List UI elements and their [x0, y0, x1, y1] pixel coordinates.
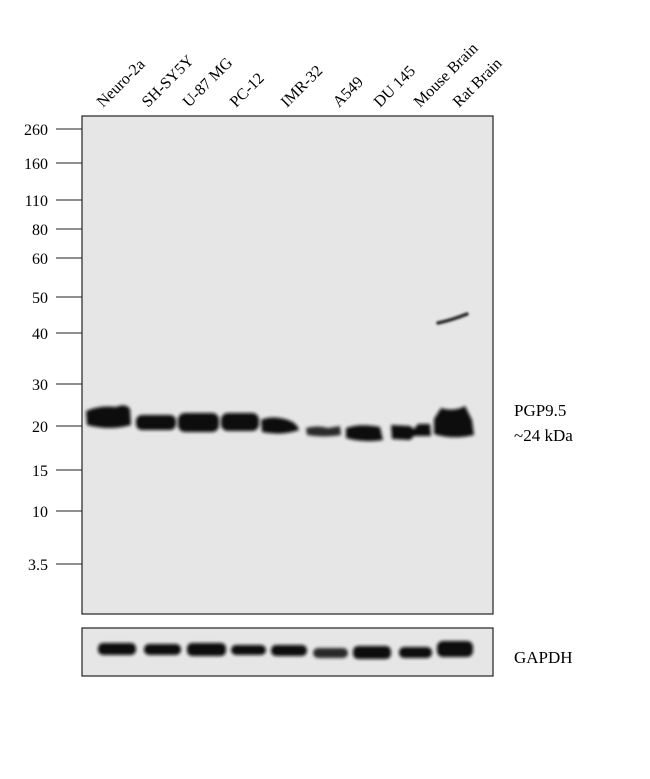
- pgp95-band-mouse-brain: [391, 424, 431, 440]
- gapdh-bands: [98, 641, 473, 659]
- nonspecific-band-rat-brain: [436, 312, 469, 325]
- pgp95-membrane: [81, 115, 494, 615]
- pgp95-band-sh-sy5y: [136, 415, 176, 430]
- pgp95-bands: [86, 405, 474, 442]
- gapdh-band-sh-sy5y: [144, 644, 181, 655]
- mw-label-40: 40: [32, 326, 48, 343]
- mw-label-30: 30: [32, 377, 48, 394]
- mw-label-110: 110: [25, 193, 48, 210]
- lane-label-neuro-2a: Neuro-2a: [94, 56, 149, 111]
- loading-control-name: GAPDH: [514, 648, 573, 667]
- lane-labels: Neuro-2a SH-SY5Y U-87 MG PC-12 IMR-32 A5…: [94, 40, 506, 111]
- pgp95-band-rat-brain: [434, 406, 474, 438]
- mw-label-15: 15: [32, 463, 48, 480]
- gapdh-band-mouse-brain: [399, 647, 432, 658]
- pgp95-band-du-145: [346, 425, 383, 442]
- gapdh-band-neuro-2a: [98, 643, 136, 655]
- gapdh-band-u-87-mg: [187, 643, 226, 656]
- mw-label-260: 260: [24, 122, 48, 139]
- gapdh-band-imr-32: [271, 645, 307, 656]
- gapdh-band-du-145: [353, 646, 391, 659]
- molecular-weight-markers: 260 160 110 80 60 50 40 30 20 15 10 3.5: [24, 122, 82, 574]
- target-protein-size: ~24 kDa: [514, 426, 573, 445]
- lane-label-a549: A549: [330, 74, 367, 111]
- lane-label-pc-12: PC-12: [227, 70, 268, 111]
- mw-label-20: 20: [32, 419, 48, 436]
- mw-label-10: 10: [32, 504, 48, 521]
- gapdh-band-a549: [313, 648, 348, 658]
- pgp95-band-imr-32: [261, 417, 299, 434]
- mw-label-60: 60: [32, 251, 48, 268]
- pgp95-band-pc-12: [221, 413, 259, 431]
- mw-label-50: 50: [32, 290, 48, 307]
- pgp95-blot-panel: [81, 115, 494, 615]
- mw-label-80: 80: [32, 222, 48, 239]
- gapdh-band-rat-brain: [437, 641, 473, 657]
- lane-label-imr-32: IMR-32: [278, 62, 326, 110]
- mw-label-160: 160: [24, 156, 48, 173]
- pgp95-band-a549: [306, 426, 341, 437]
- mw-label-3.5: 3.5: [28, 557, 48, 574]
- gapdh-blot-panel: [81, 627, 494, 677]
- lane-label-du-145: DU 145: [371, 63, 419, 111]
- target-protein-name: PGP9.5: [514, 401, 566, 420]
- pgp95-band-u-87-mg: [178, 413, 219, 432]
- pgp95-band-neuro-2a: [86, 405, 131, 428]
- gapdh-band-pc-12: [231, 645, 266, 655]
